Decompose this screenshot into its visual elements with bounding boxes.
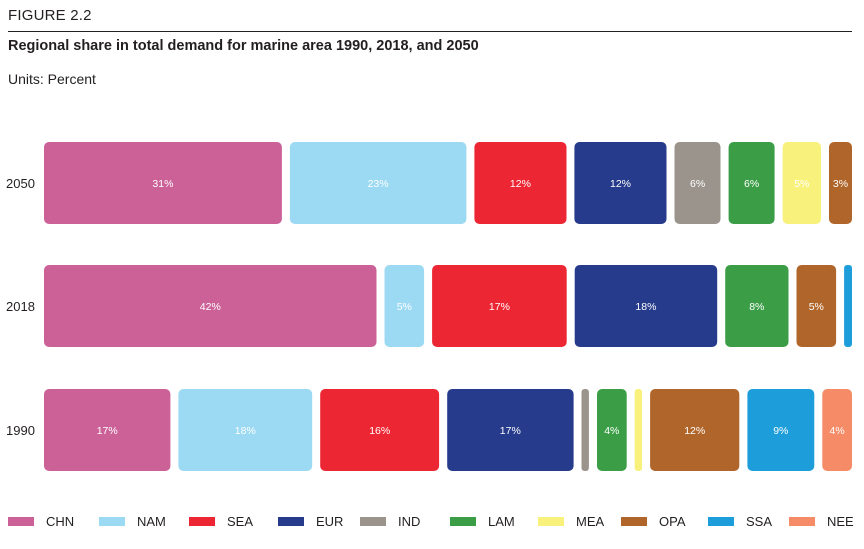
bar-1990-eur <box>447 389 574 471</box>
data-label-1990-opa: 12% <box>684 425 705 437</box>
data-label-2018-sea: 17% <box>489 301 510 313</box>
legend-swatch-eur <box>278 516 304 526</box>
bar-1990-ssa <box>747 389 815 471</box>
bar-2018-lam <box>725 265 789 347</box>
legend-label-chn: CHN <box>46 513 75 529</box>
bar-2050-eur <box>574 142 667 224</box>
data-label-2018-opa: 5% <box>809 301 824 313</box>
legend-item-sea: SEA <box>189 512 253 530</box>
legend-swatch-ssa <box>708 516 734 526</box>
data-label-2050-chn: 31% <box>152 178 173 190</box>
header-rule <box>8 31 852 32</box>
data-label-1990-ssa: 9% <box>773 425 788 437</box>
legend-item-ind: IND <box>360 512 420 530</box>
bar-2050-mea <box>782 142 821 224</box>
legend-label-mea: MEA <box>576 513 605 529</box>
data-label-1990-sea: 16% <box>369 425 390 437</box>
data-label-2050-eur: 12% <box>610 178 631 190</box>
bar-2050-ind <box>674 142 721 224</box>
legend-swatch-sea <box>189 516 215 526</box>
data-label-2050-lam: 6% <box>744 178 759 190</box>
data-label-2018-lam: 8% <box>749 301 764 313</box>
bar-1990-nee <box>822 389 852 471</box>
units-label: Units: Percent <box>8 71 96 87</box>
legend-item-nee: NEE <box>789 512 854 530</box>
legend-label-ssa: SSA <box>746 513 773 529</box>
bar-2050-opa <box>829 142 852 224</box>
legend-label-ind: IND <box>398 513 421 529</box>
legend-label-opa: OPA <box>659 513 686 529</box>
bar-1990-chn <box>44 389 171 471</box>
legend-item-nam: NAM <box>99 512 166 530</box>
legend-swatch-nam <box>99 516 125 526</box>
legend-item-mea: MEA <box>538 512 604 530</box>
data-label-2018-nam: 5% <box>397 301 412 313</box>
data-label-1990-lam: 4% <box>604 425 619 437</box>
data-label-1990-nee: 4% <box>830 425 845 437</box>
data-label-2018-eur: 18% <box>635 301 656 313</box>
legend-label-nam: NAM <box>137 513 166 529</box>
data-label-2018-chn: 42% <box>200 301 221 313</box>
year-label-2050: 2050 <box>6 176 35 191</box>
bar-1990-ind <box>581 389 589 471</box>
legend-swatch-chn <box>8 516 34 526</box>
year-label-2018: 2018 <box>6 299 35 314</box>
legend-swatch-mea <box>538 516 564 526</box>
legend-label-nee: NEE <box>827 513 854 529</box>
bar-2018-eur <box>574 265 718 347</box>
legend-swatch-nee <box>789 516 815 526</box>
bar-1990-sea <box>320 389 440 471</box>
chart-legend: CHN NAM SEA EUR IND LAM MEA OPA SSA NEE <box>8 512 858 532</box>
bar-2018-sea <box>432 265 567 347</box>
legend-item-opa: OPA <box>621 512 686 530</box>
figure-title: Regional share in total demand for marin… <box>8 38 479 54</box>
legend-label-lam: LAM <box>488 513 515 529</box>
data-label-2050-ind: 6% <box>690 178 705 190</box>
data-label-2050-mea: 5% <box>794 178 809 190</box>
figure-label: FIGURE 2.2 <box>8 7 92 24</box>
bar-2050-nam <box>289 142 467 224</box>
bar-1990-mea <box>634 389 643 471</box>
legend-swatch-lam <box>450 516 476 526</box>
data-label-2050-nam: 23% <box>368 178 389 190</box>
bar-1990-opa <box>650 389 740 471</box>
year-label-1990: 1990 <box>6 423 35 438</box>
bar-2018-chn <box>44 265 377 347</box>
legend-item-eur: EUR <box>278 512 343 530</box>
bar-2018-nam <box>384 265 425 347</box>
bar-2050-lam <box>728 142 775 224</box>
data-label-1990-eur: 17% <box>500 425 521 437</box>
legend-item-chn: CHN <box>8 512 74 530</box>
data-label-1990-nam: 18% <box>235 425 256 437</box>
legend-label-eur: EUR <box>316 513 344 529</box>
bar-2018-opa <box>796 265 837 347</box>
bar-1990-nam <box>178 389 313 471</box>
bar-2050-sea <box>474 142 567 224</box>
data-label-2050-sea: 12% <box>510 178 531 190</box>
data-label-1990-chn: 17% <box>97 425 118 437</box>
stacked-bar-chart: 2050 31% 23% 12% 12% 6% 6% 5% 3% 2018 42% 5% 17% 18% 8… <box>6 142 852 471</box>
data-label-2050-opa: 3% <box>833 178 848 190</box>
bar-2018-ssa <box>844 265 852 347</box>
legend-swatch-opa <box>621 516 647 526</box>
legend-label-sea: SEA <box>227 513 254 529</box>
legend-swatch-ind <box>360 516 386 526</box>
legend-item-lam: LAM <box>450 512 515 530</box>
legend-item-ssa: SSA <box>708 512 772 530</box>
bar-1990-lam <box>597 389 627 471</box>
bar-2050-chn <box>44 142 282 224</box>
